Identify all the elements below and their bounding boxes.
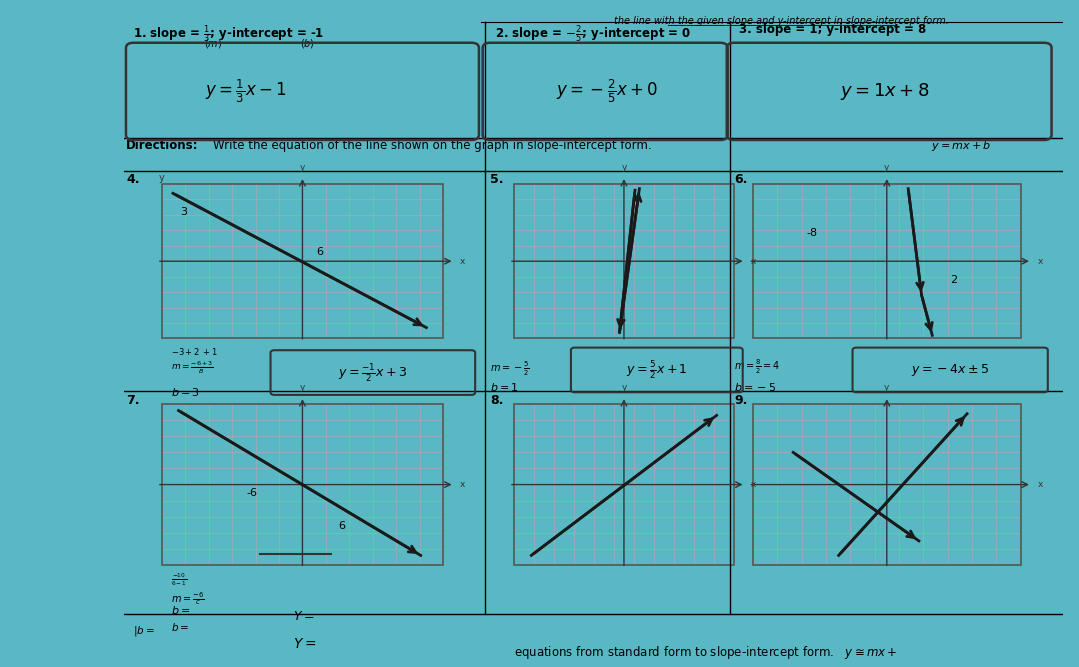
Text: $y = 1x + 8$: $y = 1x + 8$	[839, 81, 929, 102]
Text: $y=mx+b$: $y=mx+b$	[931, 139, 992, 153]
Text: $b=3$: $b=3$	[170, 386, 200, 398]
Text: x: x	[1038, 257, 1042, 265]
Text: 2: 2	[951, 275, 957, 285]
Text: y: y	[622, 163, 627, 172]
Text: x: x	[460, 480, 465, 489]
Text: x: x	[751, 257, 756, 265]
Text: -8: -8	[806, 228, 818, 238]
Text: Directions:: Directions:	[126, 139, 199, 152]
Text: x: x	[751, 480, 756, 489]
Text: $-3+2 \; +1$: $-3+2 \; +1$	[170, 346, 218, 358]
Text: $b=$: $b=$	[170, 621, 189, 633]
Text: y: y	[300, 163, 305, 172]
Text: $m=-\frac{5}{2}$: $m=-\frac{5}{2}$	[490, 360, 530, 378]
Text: x: x	[460, 257, 465, 265]
Text: $y = -\frac{2}{5}x + 0$: $y = -\frac{2}{5}x + 0$	[557, 77, 658, 105]
Text: equations from standard form to slope-intercept form.   $y\cong mx+$: equations from standard form to slope-in…	[515, 644, 898, 661]
Bar	[753, 404, 1021, 565]
Text: $m=\frac{-6}{c}$: $m=\frac{-6}{c}$	[170, 590, 205, 607]
Text: 8.: 8.	[490, 394, 504, 407]
Text: $b=-5$: $b=-5$	[735, 381, 777, 393]
Text: 2. slope = $-\frac{2}{5}$; y-intercept = 0: 2. slope = $-\frac{2}{5}$; y-intercept =…	[495, 23, 692, 45]
Bar	[753, 184, 1021, 338]
Text: $m=\frac{8}{2}=4$: $m=\frac{8}{2}=4$	[735, 358, 781, 376]
Text: $y=-4x\pm5$: $y=-4x\pm5$	[911, 362, 989, 378]
Text: 4.: 4.	[126, 173, 139, 186]
Bar	[514, 184, 734, 338]
Text: $(b)$: $(b)$	[300, 37, 315, 51]
Text: 9.: 9.	[735, 394, 748, 407]
Text: 1. slope = $\frac{1}{3}$; y-intercept = -1: 1. slope = $\frac{1}{3}$; y-intercept = …	[134, 23, 325, 45]
Text: $y = \frac{1}{3}x - 1$: $y = \frac{1}{3}x - 1$	[205, 77, 287, 105]
Text: $m=\frac{-6+3}{B}$: $m=\frac{-6+3}{B}$	[170, 360, 214, 376]
Text: 6.: 6.	[735, 173, 748, 187]
Text: y: y	[622, 384, 627, 392]
Text: y: y	[884, 163, 889, 172]
Bar	[162, 184, 443, 338]
Text: $|b=$: $|b=$	[134, 624, 155, 638]
Text: -6: -6	[246, 488, 257, 498]
Text: 6: 6	[339, 522, 345, 532]
Text: _______________________________________________: ________________________________________…	[667, 16, 896, 26]
Text: $Y=$: $Y=$	[293, 638, 316, 652]
Text: Write the equation of the line shown on the graph in slope-intercept form.: Write the equation of the line shown on …	[214, 139, 652, 152]
Text: 7.: 7.	[126, 394, 139, 407]
Text: $b=$: $b=$	[170, 604, 190, 616]
Text: $y=\frac{5}{2}x+1$: $y=\frac{5}{2}x+1$	[627, 359, 688, 381]
Text: $Y=$: $Y=$	[293, 610, 314, 623]
Text: 3. slope = 1; y-intercept = 8: 3. slope = 1; y-intercept = 8	[739, 23, 926, 36]
Text: $b=1$: $b=1$	[490, 381, 519, 393]
Text: $(m)$: $(m)$	[204, 37, 222, 51]
Text: the line with the given slope and y-intercept in slope-intercept form.: the line with the given slope and y-inte…	[614, 16, 948, 26]
Text: 6: 6	[316, 247, 323, 257]
Text: 5.: 5.	[490, 173, 504, 187]
Text: y: y	[884, 384, 889, 392]
Text: $y=\frac{-1}{2}x+3$: $y=\frac{-1}{2}x+3$	[338, 362, 408, 384]
Text: 3: 3	[180, 207, 188, 217]
Text: y: y	[300, 384, 305, 392]
Text: y: y	[159, 173, 164, 183]
Text: $\frac{-10}{6-1}$: $\frac{-10}{6-1}$	[170, 572, 188, 588]
Text: x: x	[1038, 480, 1042, 489]
Bar	[162, 404, 443, 565]
Bar	[514, 404, 734, 565]
